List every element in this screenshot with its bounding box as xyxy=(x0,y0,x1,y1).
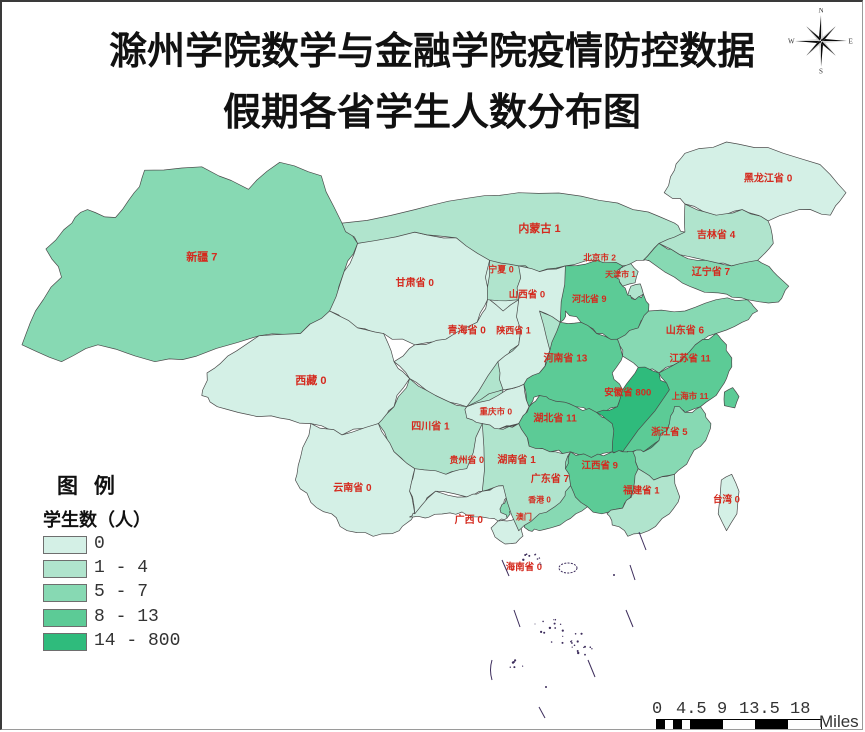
svg-text:河北省 9: 河北省 9 xyxy=(572,293,607,304)
svg-text:浙江省 5: 浙江省 5 xyxy=(651,426,688,438)
svg-text:E: E xyxy=(849,37,853,45)
svg-text:北京市 2: 北京市 2 xyxy=(583,252,616,262)
svg-text:江西省 9: 江西省 9 xyxy=(581,460,617,472)
svg-text:内蒙古 1: 内蒙古 1 xyxy=(518,221,560,235)
svg-text:海南省 0: 海南省 0 xyxy=(506,561,542,573)
svg-text:江苏省 11: 江苏省 11 xyxy=(670,353,712,365)
svg-text:W: W xyxy=(788,37,795,45)
svg-text:S: S xyxy=(819,68,823,74)
svg-text:天津市 1: 天津市 1 xyxy=(605,269,636,279)
svg-text:河南省 13: 河南省 13 xyxy=(543,352,587,365)
svg-text:陕西省 1: 陕西省 1 xyxy=(496,325,531,336)
svg-text:山西省 0: 山西省 0 xyxy=(509,289,545,301)
svg-text:上海市 11: 上海市 11 xyxy=(672,391,709,401)
svg-text:台湾 0: 台湾 0 xyxy=(713,494,740,506)
svg-text:青海省 0: 青海省 0 xyxy=(448,324,487,337)
svg-text:西藏 0: 西藏 0 xyxy=(295,373,326,387)
svg-text:安徽省 800: 安徽省 800 xyxy=(604,387,651,399)
svg-text:新疆 7: 新疆 7 xyxy=(186,249,217,263)
svg-text:福建省 1: 福建省 1 xyxy=(622,485,660,497)
svg-text:湖南省 1: 湖南省 1 xyxy=(497,453,536,466)
svg-text:广西 0: 广西 0 xyxy=(455,513,484,526)
svg-text:甘肃省 0: 甘肃省 0 xyxy=(396,276,435,289)
svg-text:广东省 7: 广东省 7 xyxy=(531,472,570,485)
svg-text:宁夏 0: 宁夏 0 xyxy=(488,264,514,275)
svg-text:山东省 6: 山东省 6 xyxy=(666,324,705,337)
svg-text:澳门: 澳门 xyxy=(516,511,532,521)
svg-text:黑龙江省 0: 黑龙江省 0 xyxy=(744,171,793,184)
svg-text:重庆市 0: 重庆市 0 xyxy=(480,407,513,417)
svg-text:云南省 0: 云南省 0 xyxy=(333,481,372,494)
svg-text:N: N xyxy=(818,8,823,15)
svg-text:四川省 1: 四川省 1 xyxy=(411,419,450,432)
svg-text:香港 0: 香港 0 xyxy=(527,495,551,505)
svg-text:贵州省 0: 贵州省 0 xyxy=(449,454,484,465)
svg-text:湖北省 11: 湖北省 11 xyxy=(533,411,577,424)
svg-text:辽宁省 7: 辽宁省 7 xyxy=(692,265,731,278)
svg-text:吉林省 4: 吉林省 4 xyxy=(697,228,736,241)
